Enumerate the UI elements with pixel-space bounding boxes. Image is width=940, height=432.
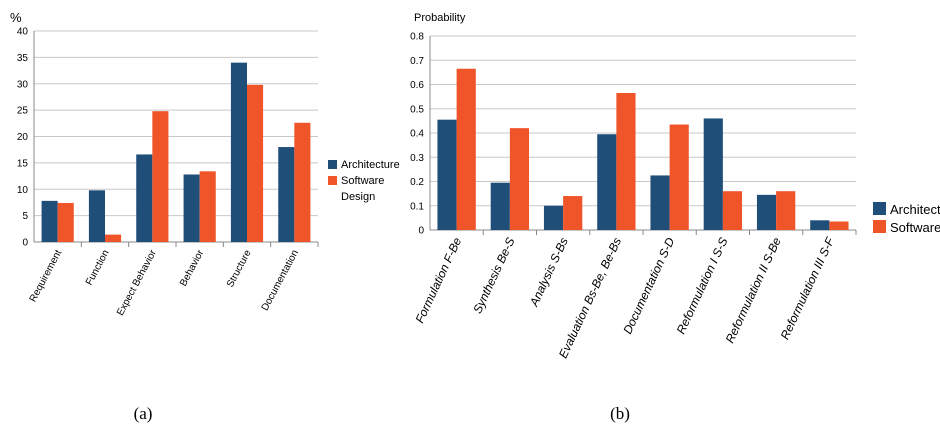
figure-caption: (b) xyxy=(610,404,630,423)
y-tick-label: 40 xyxy=(17,27,29,38)
bar xyxy=(616,92,636,230)
y-axis-label: Probability xyxy=(414,12,466,24)
y-tick-label: 0.6 xyxy=(410,80,424,91)
legend-label: Architecture xyxy=(341,159,400,171)
bar xyxy=(563,196,583,230)
x-tick-label: Expect Behavior xyxy=(115,248,159,318)
bar xyxy=(41,200,58,242)
bar xyxy=(829,221,849,230)
x-tick-label: Documentation S-D xyxy=(620,235,677,336)
y-tick-label: 15 xyxy=(17,158,29,169)
bar xyxy=(183,174,200,242)
y-tick-label: 0.4 xyxy=(410,129,424,140)
bar xyxy=(722,191,743,230)
bar xyxy=(247,84,264,243)
x-tick-label: Reformulation I S-S xyxy=(674,235,731,336)
y-tick-label: 0.3 xyxy=(410,153,424,164)
bar xyxy=(669,124,689,230)
x-tick-label: Formulation F-Be xyxy=(412,235,464,325)
y-axis-label: % xyxy=(10,10,22,25)
legend-swatch xyxy=(873,202,886,215)
y-tick-label: 10 xyxy=(17,185,29,196)
bar xyxy=(294,122,311,242)
y-tick-label: 5 xyxy=(22,211,28,222)
y-tick-label: 0.8 xyxy=(410,32,424,43)
chart-b: 0 0.1 0.2 0.3 0.4 0.5 0.6 0.7 0.8 Probability Form… xyxy=(410,12,940,423)
x-tick-label: Reformulation II S-Be xyxy=(723,235,784,345)
y-tick-label: 25 xyxy=(17,106,29,117)
y-tick-label: 0.7 xyxy=(410,56,424,67)
bar xyxy=(136,154,153,242)
y-tick-label: 0.1 xyxy=(410,201,424,212)
y-tick-label: 0 xyxy=(22,238,28,249)
x-tick-label: Reformulation III S-F xyxy=(778,235,838,342)
x-tick-label: Function xyxy=(84,248,112,287)
legend-label: Architectu xyxy=(890,202,940,217)
bar xyxy=(756,194,777,230)
y-tick-label: 20 xyxy=(17,132,29,143)
bar xyxy=(105,234,122,242)
legend-swatch xyxy=(328,176,337,185)
x-tick-label: Documentation xyxy=(260,248,301,313)
legend-swatch xyxy=(873,220,886,233)
x-tick-label: Analysis S-Bs xyxy=(526,235,570,309)
legend-label: Design xyxy=(341,191,375,203)
bar xyxy=(278,147,295,242)
bar xyxy=(199,171,216,242)
x-tick-label: Requirement xyxy=(28,248,65,304)
bar xyxy=(230,62,247,243)
y-tick-label: 0.5 xyxy=(410,104,424,115)
bar xyxy=(456,68,476,230)
x-tick-label: Structure xyxy=(225,248,254,289)
bar xyxy=(776,191,796,230)
x-tick-label: Evaluation Bs-Be, Be-Bs xyxy=(556,235,624,360)
legend-label: Software xyxy=(890,220,940,235)
x-tick-label: Behavior xyxy=(178,248,207,289)
y-tick-label: 0 xyxy=(418,226,424,237)
y-tick-label: 30 xyxy=(17,79,29,90)
bar xyxy=(703,118,723,230)
bar xyxy=(509,128,530,230)
bar xyxy=(88,190,105,242)
bar xyxy=(597,134,617,230)
bar xyxy=(650,175,670,230)
bar xyxy=(437,119,457,230)
x-tick-label: Synthesis Be-S xyxy=(470,235,517,315)
chart-a: 0 5 10 15 20 25 30 35 40% Requirement Function Expe… xyxy=(10,10,400,423)
figure-caption: (a) xyxy=(134,404,153,423)
bar xyxy=(543,205,564,230)
y-tick-label: 35 xyxy=(17,53,29,64)
legend-label: Software xyxy=(341,175,384,187)
bar xyxy=(810,220,830,230)
bar xyxy=(152,111,169,243)
bar xyxy=(57,202,74,242)
bar xyxy=(490,182,510,230)
legend-swatch xyxy=(328,160,337,169)
y-tick-label: 0.2 xyxy=(410,177,424,188)
